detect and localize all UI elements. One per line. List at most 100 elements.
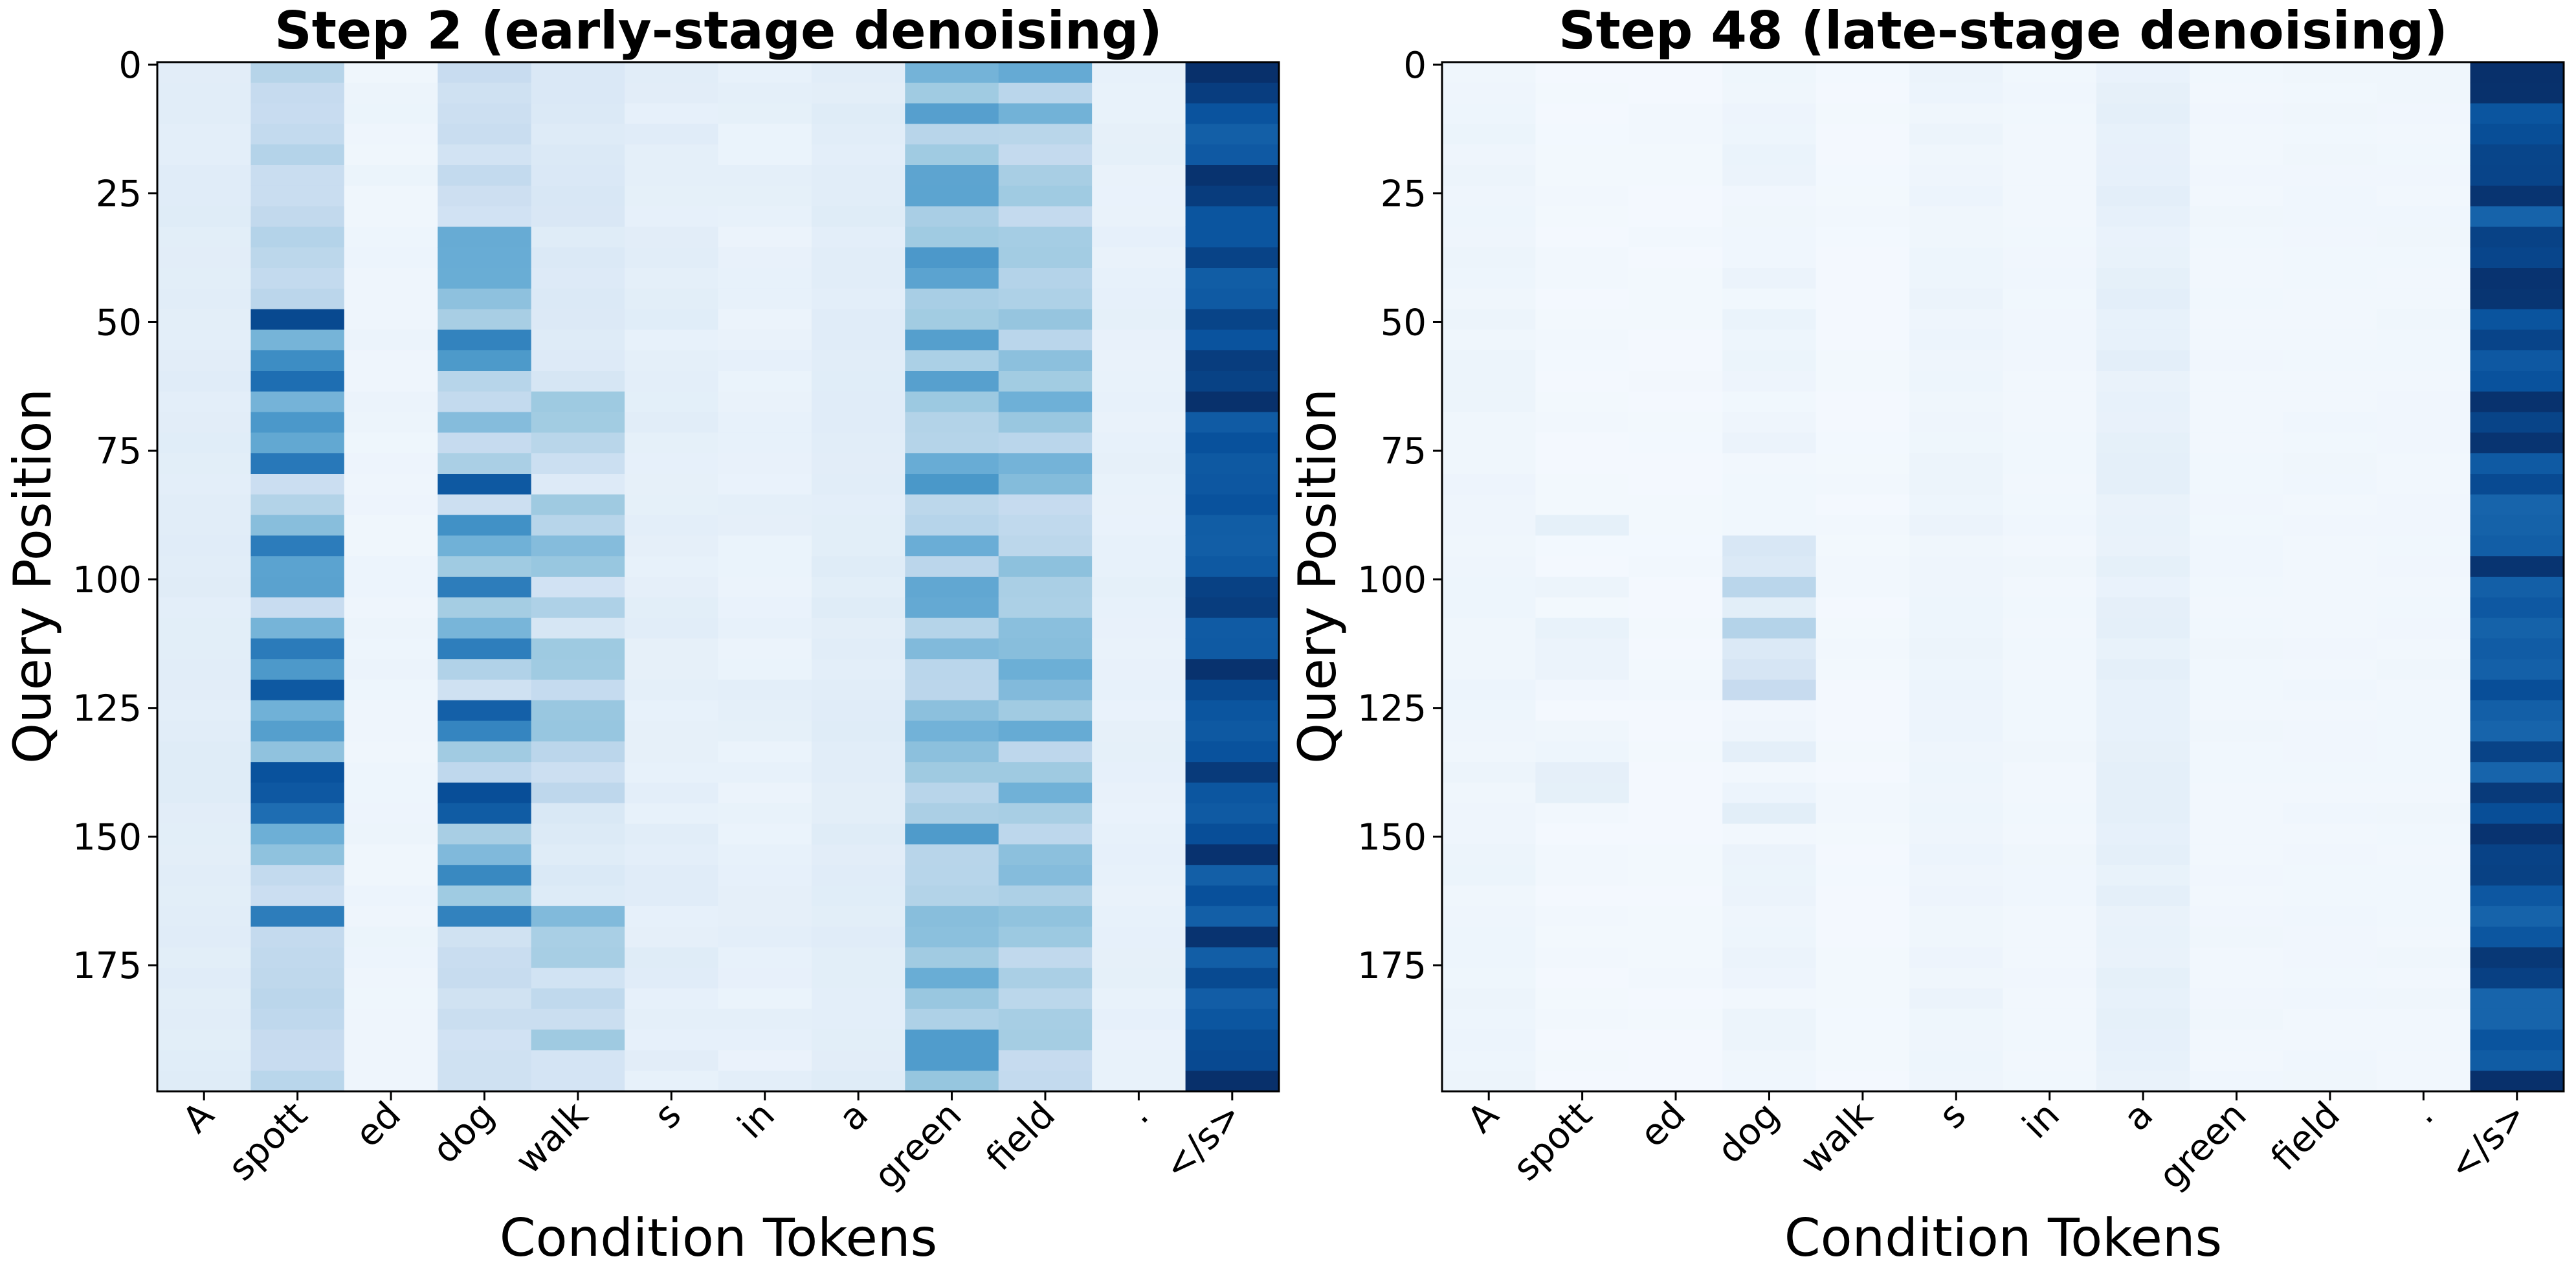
heatmap-cell (2003, 638, 2097, 660)
heatmap-cell (1185, 968, 1280, 989)
heatmap-cell (1185, 906, 1280, 928)
heatmap-cell (811, 968, 905, 989)
heatmap-cell (2003, 803, 2097, 825)
heatmap-cell (2470, 309, 2564, 330)
heatmap-cell (2003, 474, 2097, 495)
heatmap-cell (2190, 288, 2284, 310)
heatmap-cell (905, 906, 999, 928)
heatmap-cell (157, 144, 252, 166)
heatmap-cell (1092, 62, 1186, 84)
heatmap-cell (1722, 865, 1817, 886)
heatmap-cell (1092, 597, 1186, 619)
heatmap-cell (2283, 309, 2377, 330)
heatmap-cell (2003, 700, 2097, 722)
heatmap-cell (250, 391, 345, 413)
heatmap-cell (250, 185, 345, 207)
heatmap-cell (1909, 103, 2004, 124)
heatmap-cell (718, 165, 812, 186)
heatmap-cell (2377, 680, 2471, 701)
heatmap-cell (1185, 556, 1280, 577)
heatmap-cell (1442, 474, 1537, 495)
heatmap-cell (1909, 1029, 2004, 1051)
heatmap-cell (625, 329, 719, 351)
heatmap-cell (157, 371, 252, 392)
heatmap-cell (157, 391, 252, 413)
heatmap-cell (1535, 926, 1630, 948)
heatmap-cell (1092, 165, 1186, 186)
heatmap-cell (1722, 535, 1817, 557)
heatmap-cell (1815, 762, 1910, 783)
heatmap-cell (2377, 206, 2471, 227)
heatmap-cell (2470, 659, 2564, 680)
heatmap-cell (1815, 968, 1910, 989)
x-tick-label: in (730, 1094, 783, 1147)
heatmap-cell (1909, 741, 2004, 763)
heatmap-cell (344, 165, 438, 186)
heatmap-cell (438, 577, 532, 598)
heatmap-cell (1442, 1029, 1537, 1051)
heatmap-cell (1815, 720, 1910, 742)
x-tick-label: A (175, 1094, 222, 1141)
heatmap-cell (2377, 1008, 2471, 1030)
heatmap-cell (1909, 803, 2004, 825)
heatmap-cell (250, 906, 345, 928)
heatmap-cell (811, 124, 905, 145)
heatmap-cell (157, 556, 252, 577)
heatmap-cell (438, 268, 532, 289)
heatmap-cell (998, 350, 1093, 372)
heatmap-cell (1815, 124, 1910, 145)
heatmap-cell (905, 62, 999, 84)
heatmap-cell (1909, 865, 2004, 886)
chart-title: Step 2 (early-stage denoising) (274, 1, 1162, 61)
heatmap-cell (344, 968, 438, 989)
heatmap-cell (1628, 988, 1723, 1010)
heatmap-cell (157, 247, 252, 269)
heatmap-cell (2283, 556, 2377, 577)
heatmap-cell (2003, 82, 2097, 104)
heatmap-cell (344, 700, 438, 722)
heatmap-cell (2470, 185, 2564, 207)
heatmap-cell (1722, 165, 1817, 186)
heatmap-cell (2190, 412, 2284, 433)
heatmap-cell (1535, 906, 1630, 928)
heatmap-cell (1535, 453, 1630, 474)
heatmap-cell (2283, 618, 2377, 639)
heatmap-cell (998, 968, 1093, 989)
heatmap-cell (998, 247, 1093, 269)
heatmap-cell (1092, 185, 1186, 207)
heatmap-cell (157, 124, 252, 145)
heatmap-cell (1092, 412, 1186, 433)
heatmap-cell (718, 144, 812, 166)
heatmap-cell (2096, 638, 2190, 660)
heatmap-cell (718, 1071, 812, 1092)
heatmap-cell (1535, 124, 1630, 145)
heatmap-cell (438, 968, 532, 989)
heatmap-cells (157, 62, 1280, 1092)
heatmap-cell (531, 803, 625, 825)
heatmap-cell (1185, 288, 1280, 310)
heatmap-cell (250, 968, 345, 989)
heatmap-cell (250, 371, 345, 392)
heatmap-cell (2096, 1050, 2190, 1071)
y-tick-label: 75 (1381, 430, 1427, 473)
heatmap-cell (1092, 556, 1186, 577)
heatmap-cell (1909, 535, 2004, 557)
x-axis-label: Condition Tokens (500, 1208, 937, 1268)
heatmap-cell (1185, 886, 1280, 907)
heatmap-cell (1185, 103, 1280, 124)
heatmap-cell (1909, 947, 2004, 968)
heatmap-cell (1092, 762, 1186, 783)
heatmap-cell (1535, 638, 1630, 660)
heatmap-cell (2190, 329, 2284, 351)
heatmap-cell (2283, 1008, 2377, 1030)
heatmap-cell (1092, 247, 1186, 269)
heatmap-cell (998, 453, 1093, 474)
heatmap-cell (250, 865, 345, 886)
heatmap-cell (811, 82, 905, 104)
heatmap-cell (718, 906, 812, 928)
heatmap-cell (2377, 515, 2471, 536)
heatmap-cell (438, 515, 532, 536)
heatmap-cell (1722, 268, 1817, 289)
heatmap-cell (250, 844, 345, 865)
heatmap-cell (1535, 577, 1630, 598)
